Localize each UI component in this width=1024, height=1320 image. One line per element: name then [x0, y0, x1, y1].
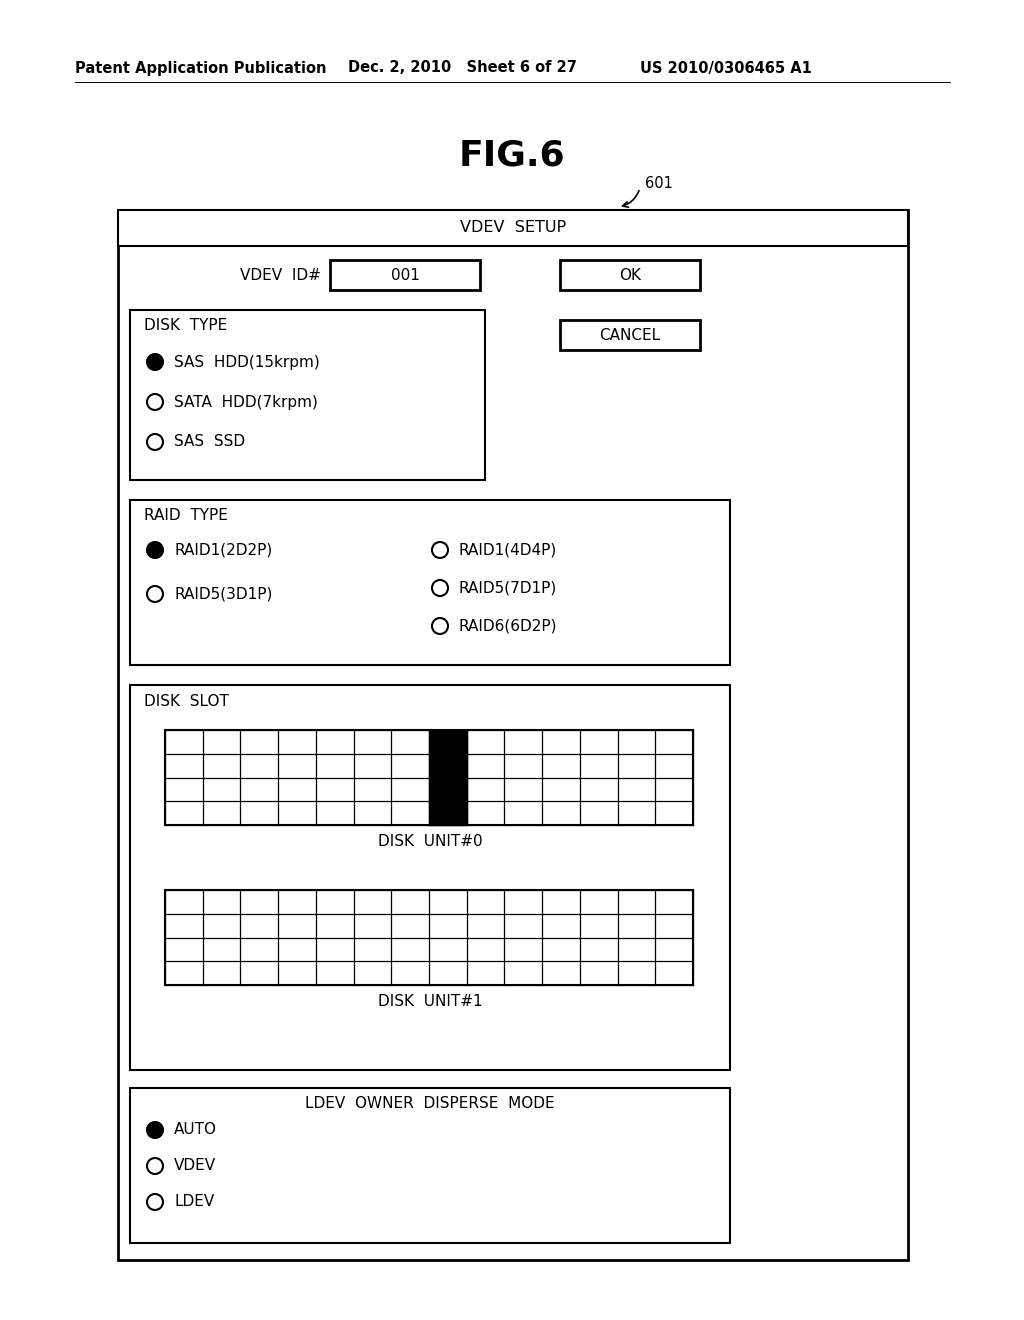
Circle shape [147, 586, 163, 602]
Circle shape [147, 354, 163, 370]
Text: DISK  SLOT: DISK SLOT [144, 693, 229, 709]
Circle shape [432, 579, 449, 597]
Bar [130, 1088, 730, 1243]
Text: VDEV  SETUP: VDEV SETUP [460, 220, 566, 235]
Bar [165, 890, 693, 985]
Bar [330, 260, 480, 290]
Bar [560, 260, 700, 290]
Text: SAS  SSD: SAS SSD [174, 434, 245, 450]
Circle shape [147, 1195, 163, 1210]
Circle shape [147, 1158, 163, 1173]
Text: US 2010/0306465 A1: US 2010/0306465 A1 [640, 61, 812, 75]
Text: SATA  HDD(7krpm): SATA HDD(7krpm) [174, 395, 317, 409]
Circle shape [147, 1122, 163, 1138]
Bar [165, 730, 693, 825]
Circle shape [432, 618, 449, 634]
Text: LDEV: LDEV [174, 1195, 214, 1209]
Text: DISK  UNIT#0: DISK UNIT#0 [378, 834, 482, 850]
Text: LDEV  OWNER  DISPERSE  MODE: LDEV OWNER DISPERSE MODE [305, 1097, 555, 1111]
Text: RAID1(2D2P): RAID1(2D2P) [174, 543, 272, 557]
Text: RAID6(6D2P): RAID6(6D2P) [459, 619, 557, 634]
Bar [118, 210, 908, 1261]
Bar [560, 319, 700, 350]
Text: 601: 601 [645, 176, 673, 190]
Bar [130, 500, 730, 665]
Circle shape [147, 393, 163, 411]
Text: DISK  TYPE: DISK TYPE [144, 318, 227, 334]
Text: 001: 001 [390, 268, 420, 282]
Text: AUTO: AUTO [174, 1122, 217, 1138]
Text: RAID  TYPE: RAID TYPE [144, 508, 228, 524]
Text: OK: OK [618, 268, 641, 282]
Bar [118, 210, 908, 246]
Text: Dec. 2, 2010   Sheet 6 of 27: Dec. 2, 2010 Sheet 6 of 27 [348, 61, 577, 75]
Circle shape [432, 543, 449, 558]
Text: FIG.6: FIG.6 [459, 139, 565, 172]
Bar [130, 685, 730, 1071]
Text: RAID5(7D1P): RAID5(7D1P) [459, 581, 557, 595]
Bar [429, 730, 467, 825]
Text: VDEV  ID#: VDEV ID# [240, 268, 321, 282]
Text: Patent Application Publication: Patent Application Publication [75, 61, 327, 75]
Circle shape [147, 434, 163, 450]
Text: DISK  UNIT#1: DISK UNIT#1 [378, 994, 482, 1010]
Text: CANCEL: CANCEL [599, 327, 660, 342]
Text: VDEV: VDEV [174, 1159, 216, 1173]
Text: SAS  HDD(15krpm): SAS HDD(15krpm) [174, 355, 319, 370]
Bar [130, 310, 485, 480]
Text: RAID1(4D4P): RAID1(4D4P) [459, 543, 557, 557]
Text: RAID5(3D1P): RAID5(3D1P) [174, 586, 272, 602]
Circle shape [147, 543, 163, 558]
